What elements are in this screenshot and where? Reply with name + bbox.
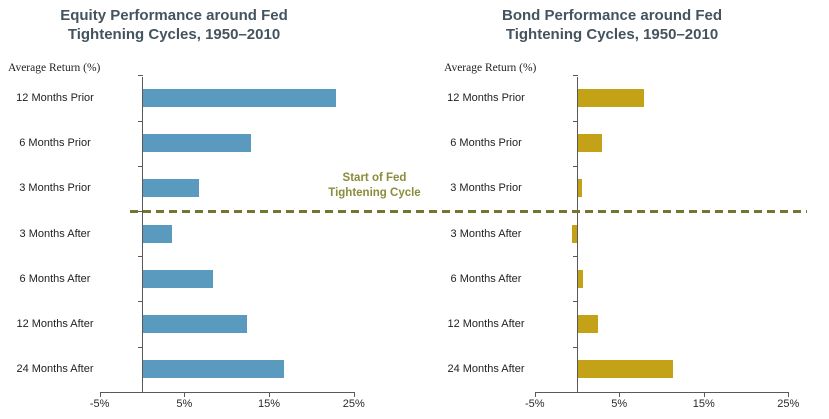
category-label-bond: 6 Months Prior: [450, 137, 522, 150]
bond-y-axis-tick: [573, 301, 578, 303]
bond-bar: [578, 179, 583, 198]
equity-title-line2: Tightening Cycles, 1950–2010: [67, 26, 281, 44]
category-label-equity: 12 Months After: [16, 318, 94, 330]
equity-x-tick-label: 15%: [258, 398, 281, 410]
equity-y-axis-tick: [138, 75, 143, 77]
equity-bar: [143, 134, 252, 153]
bond-y-axis-tick: [573, 75, 578, 77]
equity-y-axis-tick: [138, 256, 143, 258]
bond-bar: [578, 315, 599, 333]
bond-y-axis-tick: [573, 120, 578, 122]
equity-y-axis: [142, 77, 143, 392]
equity-x-axis-tick: [99, 392, 101, 397]
equity-bar: [143, 179, 199, 198]
category-label-bond: 6 Months After: [450, 272, 522, 285]
equity-x-axis-tick: [353, 392, 355, 397]
bond-axis-caption: Average Return (%): [444, 62, 537, 74]
bond-title-line2: Tightening Cycles, 1950–2010: [505, 26, 719, 44]
bond-bar: [571, 224, 577, 243]
divider-label-line2: Tightening Cycle: [328, 186, 421, 199]
equity-x-tick-label: -5%: [89, 398, 110, 410]
equity-bar: [143, 224, 172, 243]
bond-x-axis-tick: [788, 392, 790, 397]
bond-x-axis-tick: [619, 392, 621, 397]
category-label-bond: 3 Months After: [450, 227, 522, 240]
bond-x-tick-label: 15%: [692, 398, 715, 410]
bond-x-axis-tick: [703, 392, 705, 397]
category-label-bond: 24 Months After: [447, 363, 525, 376]
equity-x-axis-tick: [184, 392, 186, 397]
category-label-bond: 12 Months After: [447, 318, 525, 330]
category-label-equity: 3 Months After: [19, 227, 91, 240]
category-label-equity: 12 Months Prior: [16, 92, 94, 104]
equity-y-axis-tick: [138, 165, 143, 167]
bond-y-axis: [577, 77, 578, 392]
equity-y-axis-tick: [138, 120, 143, 122]
equity-x-axis: [99, 392, 354, 393]
bond-title-line1: Bond Performance around Fed: [501, 7, 723, 24]
equity-bar: [143, 315, 248, 333]
equity-x-tick-label: 25%: [342, 398, 365, 410]
equity-x-axis-tick: [269, 392, 271, 397]
bond-x-axis-tick: [534, 392, 536, 397]
equity-y-axis-tick: [138, 346, 143, 348]
category-label-equity: 24 Months After: [16, 363, 94, 376]
equity-x-tick-label: 5%: [176, 398, 193, 410]
bond-x-tick-label: -5%: [524, 398, 545, 410]
category-label-equity: 3 Months Prior: [19, 182, 91, 195]
equity-bar: [143, 269, 214, 288]
category-label-equity: 6 Months Prior: [19, 137, 91, 150]
fed-tightening-divider-line: [130, 210, 807, 213]
equity-y-axis-tick: [138, 301, 143, 303]
bond-chart-title: Bond Performance around Fed Tightening C…: [462, 6, 762, 44]
bond-bar: [578, 360, 673, 379]
category-label-bond: 3 Months Prior: [450, 182, 522, 195]
category-label-equity: 6 Months After: [19, 272, 91, 285]
bond-x-tick-label: 5%: [611, 398, 628, 410]
equity-chart-title: Equity Performance around Fed Tightening…: [28, 6, 320, 44]
equity-bar: [143, 360, 284, 379]
bond-bar: [578, 89, 644, 107]
equity-axis-caption: Average Return (%): [8, 62, 101, 74]
bond-y-axis-tick: [573, 165, 578, 167]
bond-bar: [578, 269, 584, 288]
equity-bar: [143, 89, 337, 107]
fed-tightening-divider-label: Start of Fed Tightening Cycle: [302, 171, 447, 201]
bond-x-tick-label: 25%: [777, 398, 800, 410]
equity-title-line1: Equity Performance around Fed: [60, 7, 288, 24]
bond-y-axis-tick: [573, 346, 578, 348]
bond-y-axis-tick: [573, 256, 578, 258]
bond-bar: [578, 134, 602, 153]
divider-label-line1: Start of Fed: [342, 172, 407, 184]
category-label-bond: 12 Months Prior: [447, 92, 525, 104]
bond-x-axis: [534, 392, 789, 393]
